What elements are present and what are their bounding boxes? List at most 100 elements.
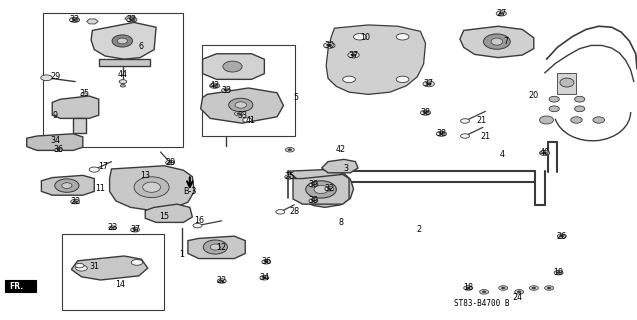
Circle shape	[41, 75, 52, 81]
Text: 12: 12	[217, 244, 227, 252]
Bar	[62, 234, 164, 310]
Circle shape	[220, 280, 224, 282]
Polygon shape	[99, 59, 150, 66]
Text: 42: 42	[336, 145, 346, 154]
Circle shape	[532, 287, 536, 289]
Polygon shape	[71, 256, 148, 280]
Text: 22: 22	[217, 276, 227, 285]
Text: 13: 13	[140, 171, 150, 180]
Polygon shape	[322, 159, 358, 173]
Circle shape	[120, 84, 125, 87]
Circle shape	[81, 93, 87, 96]
Circle shape	[547, 287, 551, 289]
Ellipse shape	[593, 117, 605, 123]
Circle shape	[396, 34, 409, 40]
Ellipse shape	[117, 38, 127, 44]
Text: 22: 22	[70, 197, 80, 206]
Circle shape	[127, 17, 137, 22]
Text: 33: 33	[221, 86, 231, 95]
Text: 23: 23	[108, 223, 118, 232]
Circle shape	[540, 150, 550, 156]
Polygon shape	[201, 88, 283, 123]
Circle shape	[243, 118, 252, 122]
Ellipse shape	[549, 106, 559, 112]
Text: 28: 28	[289, 207, 299, 216]
Ellipse shape	[306, 181, 336, 198]
Circle shape	[348, 52, 359, 58]
Text: 25: 25	[284, 172, 294, 181]
Circle shape	[131, 228, 140, 232]
Circle shape	[309, 199, 318, 203]
Circle shape	[496, 11, 506, 16]
Text: 29: 29	[50, 72, 61, 81]
Ellipse shape	[143, 182, 161, 192]
FancyBboxPatch shape	[5, 280, 36, 292]
Ellipse shape	[575, 96, 585, 102]
Ellipse shape	[203, 240, 227, 254]
Circle shape	[222, 88, 231, 92]
Circle shape	[311, 200, 315, 202]
Circle shape	[212, 84, 217, 87]
Circle shape	[480, 290, 489, 294]
Text: 24: 24	[512, 293, 522, 302]
Polygon shape	[145, 204, 192, 222]
Circle shape	[461, 119, 469, 123]
Text: 5: 5	[294, 93, 299, 102]
Ellipse shape	[549, 96, 559, 102]
Ellipse shape	[314, 185, 328, 194]
Circle shape	[119, 80, 127, 84]
Ellipse shape	[571, 117, 582, 123]
Circle shape	[557, 234, 566, 238]
Circle shape	[55, 148, 62, 152]
Circle shape	[89, 167, 99, 172]
Text: 35: 35	[79, 89, 89, 98]
Circle shape	[262, 260, 271, 264]
Circle shape	[461, 134, 469, 138]
Text: 17: 17	[98, 162, 108, 171]
Text: 8: 8	[338, 218, 343, 227]
Text: 7: 7	[504, 37, 509, 46]
Circle shape	[309, 183, 318, 187]
Text: 36: 36	[54, 145, 64, 154]
Text: 38: 38	[436, 129, 447, 138]
Text: 3: 3	[343, 164, 348, 173]
Polygon shape	[41, 175, 94, 195]
Circle shape	[75, 263, 84, 268]
Circle shape	[288, 149, 292, 151]
Text: 44: 44	[118, 70, 128, 79]
Circle shape	[71, 199, 80, 204]
Circle shape	[325, 187, 334, 191]
Circle shape	[542, 152, 547, 154]
Text: 9: 9	[52, 111, 57, 120]
Ellipse shape	[112, 35, 132, 47]
Text: 15: 15	[159, 212, 169, 220]
Circle shape	[217, 279, 226, 283]
Circle shape	[482, 291, 486, 293]
Circle shape	[224, 89, 228, 91]
Text: 33: 33	[69, 15, 80, 24]
Text: 37: 37	[424, 79, 434, 88]
Polygon shape	[203, 54, 264, 79]
Text: 38: 38	[420, 108, 431, 117]
Circle shape	[193, 223, 202, 228]
Text: 33: 33	[237, 111, 247, 120]
Polygon shape	[557, 73, 576, 94]
Circle shape	[285, 148, 294, 152]
Circle shape	[76, 265, 87, 271]
Circle shape	[529, 286, 538, 290]
Text: B-3: B-3	[183, 187, 196, 196]
Text: 37: 37	[348, 51, 359, 60]
Text: 36: 36	[261, 257, 271, 266]
Circle shape	[69, 17, 80, 22]
Text: 43: 43	[210, 81, 220, 90]
Text: 14: 14	[115, 280, 125, 289]
Ellipse shape	[491, 38, 503, 45]
Ellipse shape	[55, 179, 79, 192]
Text: 33: 33	[127, 15, 137, 24]
Circle shape	[133, 229, 137, 231]
Circle shape	[436, 131, 447, 136]
Text: 41: 41	[245, 116, 255, 125]
Circle shape	[264, 261, 268, 263]
Text: 10: 10	[360, 33, 370, 42]
Text: 34: 34	[50, 136, 61, 145]
